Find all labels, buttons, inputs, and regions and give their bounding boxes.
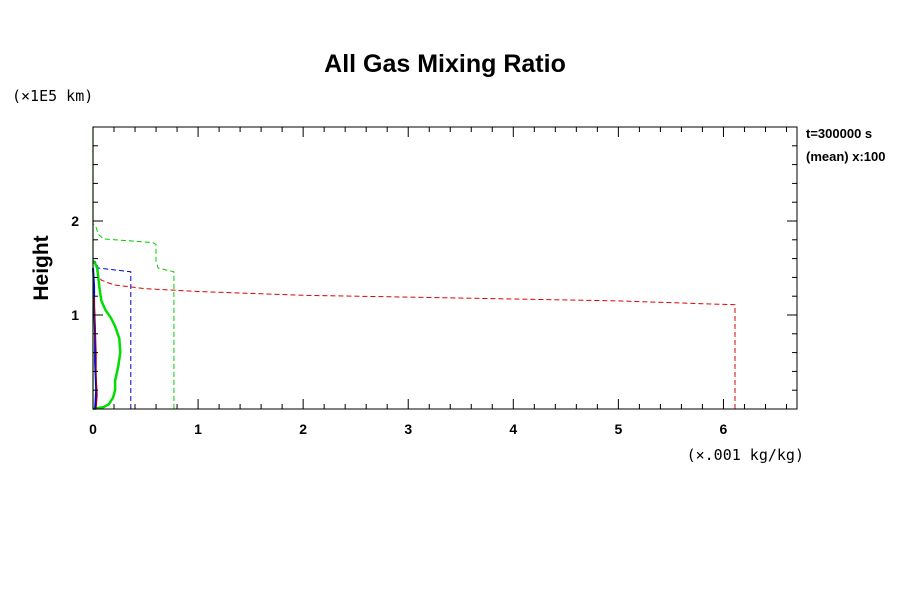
x-tick-label: 0	[89, 421, 97, 437]
y-unit-label: (×1E5 km)	[12, 87, 93, 105]
series-line-2	[92, 223, 175, 409]
x-tick-label: 3	[404, 421, 412, 437]
x-unit-label: (×.001 kg/kg)	[687, 446, 804, 464]
x-tick-label: 2	[299, 421, 307, 437]
x-tick-label: 5	[614, 421, 622, 437]
x-tick-label: 1	[194, 421, 202, 437]
time-annotation: t=300000 s	[806, 126, 872, 141]
x-tick-label: 6	[720, 421, 728, 437]
chart-title: All Gas Mixing Ratio	[324, 50, 566, 78]
plot-frame	[92, 126, 798, 410]
series-line-1	[95, 269, 736, 409]
series-line-4	[92, 260, 122, 411]
y-axis-title: Height	[30, 235, 53, 300]
axis-layer: 0 1 2 3 4 5 6 1 2	[71, 127, 797, 437]
mean-annotation: (mean) x:100	[806, 149, 885, 164]
series-line-6	[93, 296, 98, 410]
y-tick-label: 2	[71, 213, 79, 229]
x-tick-label: 4	[509, 421, 517, 437]
series-layer	[92, 127, 736, 411]
y-tick-label: 1	[71, 307, 79, 323]
